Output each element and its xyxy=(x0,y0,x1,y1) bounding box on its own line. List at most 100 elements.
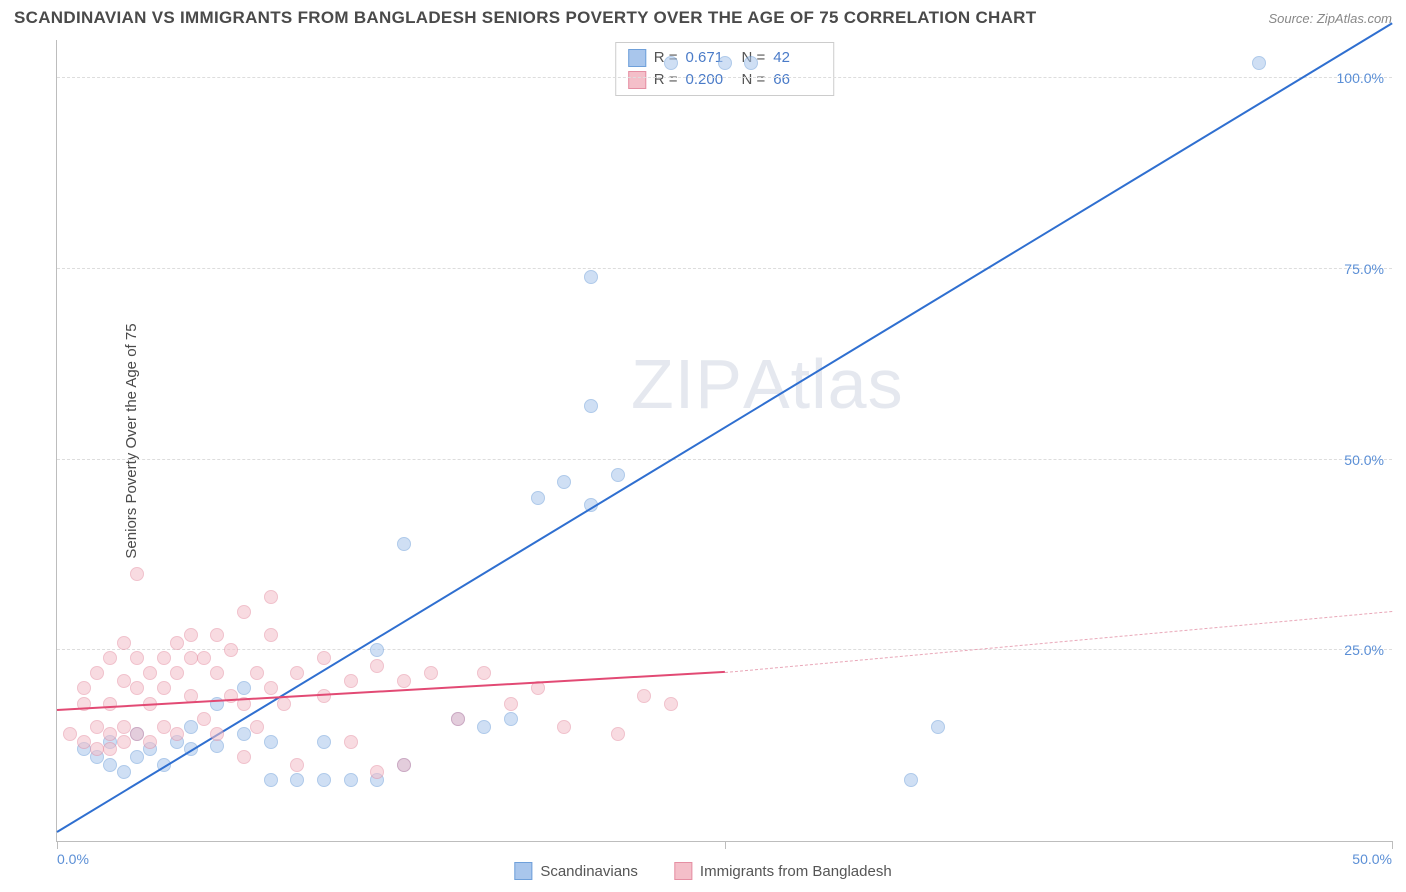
data-point xyxy=(210,666,224,680)
data-point xyxy=(143,735,157,749)
data-point xyxy=(904,773,918,787)
data-point xyxy=(264,773,278,787)
watermark-atlas: Atlas xyxy=(743,345,904,423)
data-point xyxy=(344,735,358,749)
watermark: ZIPAtlas xyxy=(631,344,904,424)
data-point xyxy=(611,727,625,741)
data-point xyxy=(397,674,411,688)
chart-area: Seniors Poverty Over the Age of 75 ZIPAt… xyxy=(42,40,1392,842)
data-point xyxy=(170,727,184,741)
data-point xyxy=(130,651,144,665)
data-point xyxy=(317,689,331,703)
data-point xyxy=(237,727,251,741)
data-point xyxy=(664,697,678,711)
data-point xyxy=(130,727,144,741)
data-point xyxy=(117,720,131,734)
gridline-h xyxy=(57,77,1392,78)
data-point xyxy=(317,651,331,665)
legend-item-a: Scandinavians xyxy=(514,862,638,880)
data-point xyxy=(277,697,291,711)
data-point xyxy=(117,636,131,650)
x-tick-label: 0.0% xyxy=(57,851,89,867)
data-point xyxy=(397,537,411,551)
data-point xyxy=(264,590,278,604)
data-point xyxy=(157,651,171,665)
gridline-h xyxy=(57,649,1392,650)
legend-label-b: Immigrants from Bangladesh xyxy=(700,863,892,880)
x-tick-label: 50.0% xyxy=(1352,851,1392,867)
data-point xyxy=(103,758,117,772)
y-tick-label: 100.0% xyxy=(1337,70,1384,86)
bottom-legend: Scandinavians Immigrants from Bangladesh xyxy=(514,862,891,880)
trend-line xyxy=(724,611,1392,673)
data-point xyxy=(210,727,224,741)
data-point xyxy=(451,712,465,726)
data-point xyxy=(224,643,238,657)
data-point xyxy=(290,666,304,680)
data-point xyxy=(290,773,304,787)
data-point xyxy=(184,651,198,665)
data-point xyxy=(557,720,571,734)
data-point xyxy=(197,651,211,665)
data-point xyxy=(103,742,117,756)
x-tick xyxy=(1392,841,1393,849)
watermark-zip: ZIP xyxy=(631,345,743,423)
data-point xyxy=(744,56,758,70)
data-point xyxy=(103,651,117,665)
data-point xyxy=(584,399,598,413)
trend-line xyxy=(56,23,1392,833)
data-point xyxy=(317,773,331,787)
data-point xyxy=(584,270,598,284)
data-point xyxy=(130,567,144,581)
stats-row-b: R = 0.200 N = 66 xyxy=(628,69,822,91)
data-point xyxy=(424,666,438,680)
plot-region: ZIPAtlas R = 0.671 N = 42 R = 0.200 N = … xyxy=(56,40,1392,842)
data-point xyxy=(1252,56,1266,70)
y-tick-label: 25.0% xyxy=(1344,642,1384,658)
data-point xyxy=(170,636,184,650)
legend-label-a: Scandinavians xyxy=(540,863,638,880)
stat-n-b: 66 xyxy=(773,69,821,91)
data-point xyxy=(117,765,131,779)
data-point xyxy=(250,666,264,680)
data-point xyxy=(531,491,545,505)
legend-swatch-b xyxy=(674,862,692,880)
data-point xyxy=(157,681,171,695)
data-point xyxy=(718,56,732,70)
data-point xyxy=(210,628,224,642)
data-point xyxy=(90,720,104,734)
data-point xyxy=(370,643,384,657)
data-point xyxy=(264,628,278,642)
data-point xyxy=(103,697,117,711)
data-point xyxy=(157,720,171,734)
data-point xyxy=(290,758,304,772)
data-point xyxy=(130,750,144,764)
data-point xyxy=(90,742,104,756)
data-point xyxy=(477,720,491,734)
stat-r-label-b: R = xyxy=(654,69,678,91)
source-attribution: Source: ZipAtlas.com xyxy=(1268,11,1392,26)
data-point xyxy=(117,735,131,749)
data-point xyxy=(264,735,278,749)
data-point xyxy=(664,56,678,70)
data-point xyxy=(184,628,198,642)
data-point xyxy=(117,674,131,688)
swatch-series-b xyxy=(628,71,646,89)
data-point xyxy=(317,735,331,749)
data-point xyxy=(504,697,518,711)
data-point xyxy=(611,468,625,482)
data-point xyxy=(344,773,358,787)
legend-swatch-a xyxy=(514,862,532,880)
data-point xyxy=(637,689,651,703)
data-point xyxy=(370,659,384,673)
data-point xyxy=(90,666,104,680)
data-point xyxy=(237,681,251,695)
data-point xyxy=(77,681,91,695)
data-point xyxy=(477,666,491,680)
legend-item-b: Immigrants from Bangladesh xyxy=(674,862,892,880)
data-point xyxy=(250,720,264,734)
data-point xyxy=(130,681,144,695)
gridline-h xyxy=(57,268,1392,269)
data-point xyxy=(184,720,198,734)
data-point xyxy=(197,712,211,726)
